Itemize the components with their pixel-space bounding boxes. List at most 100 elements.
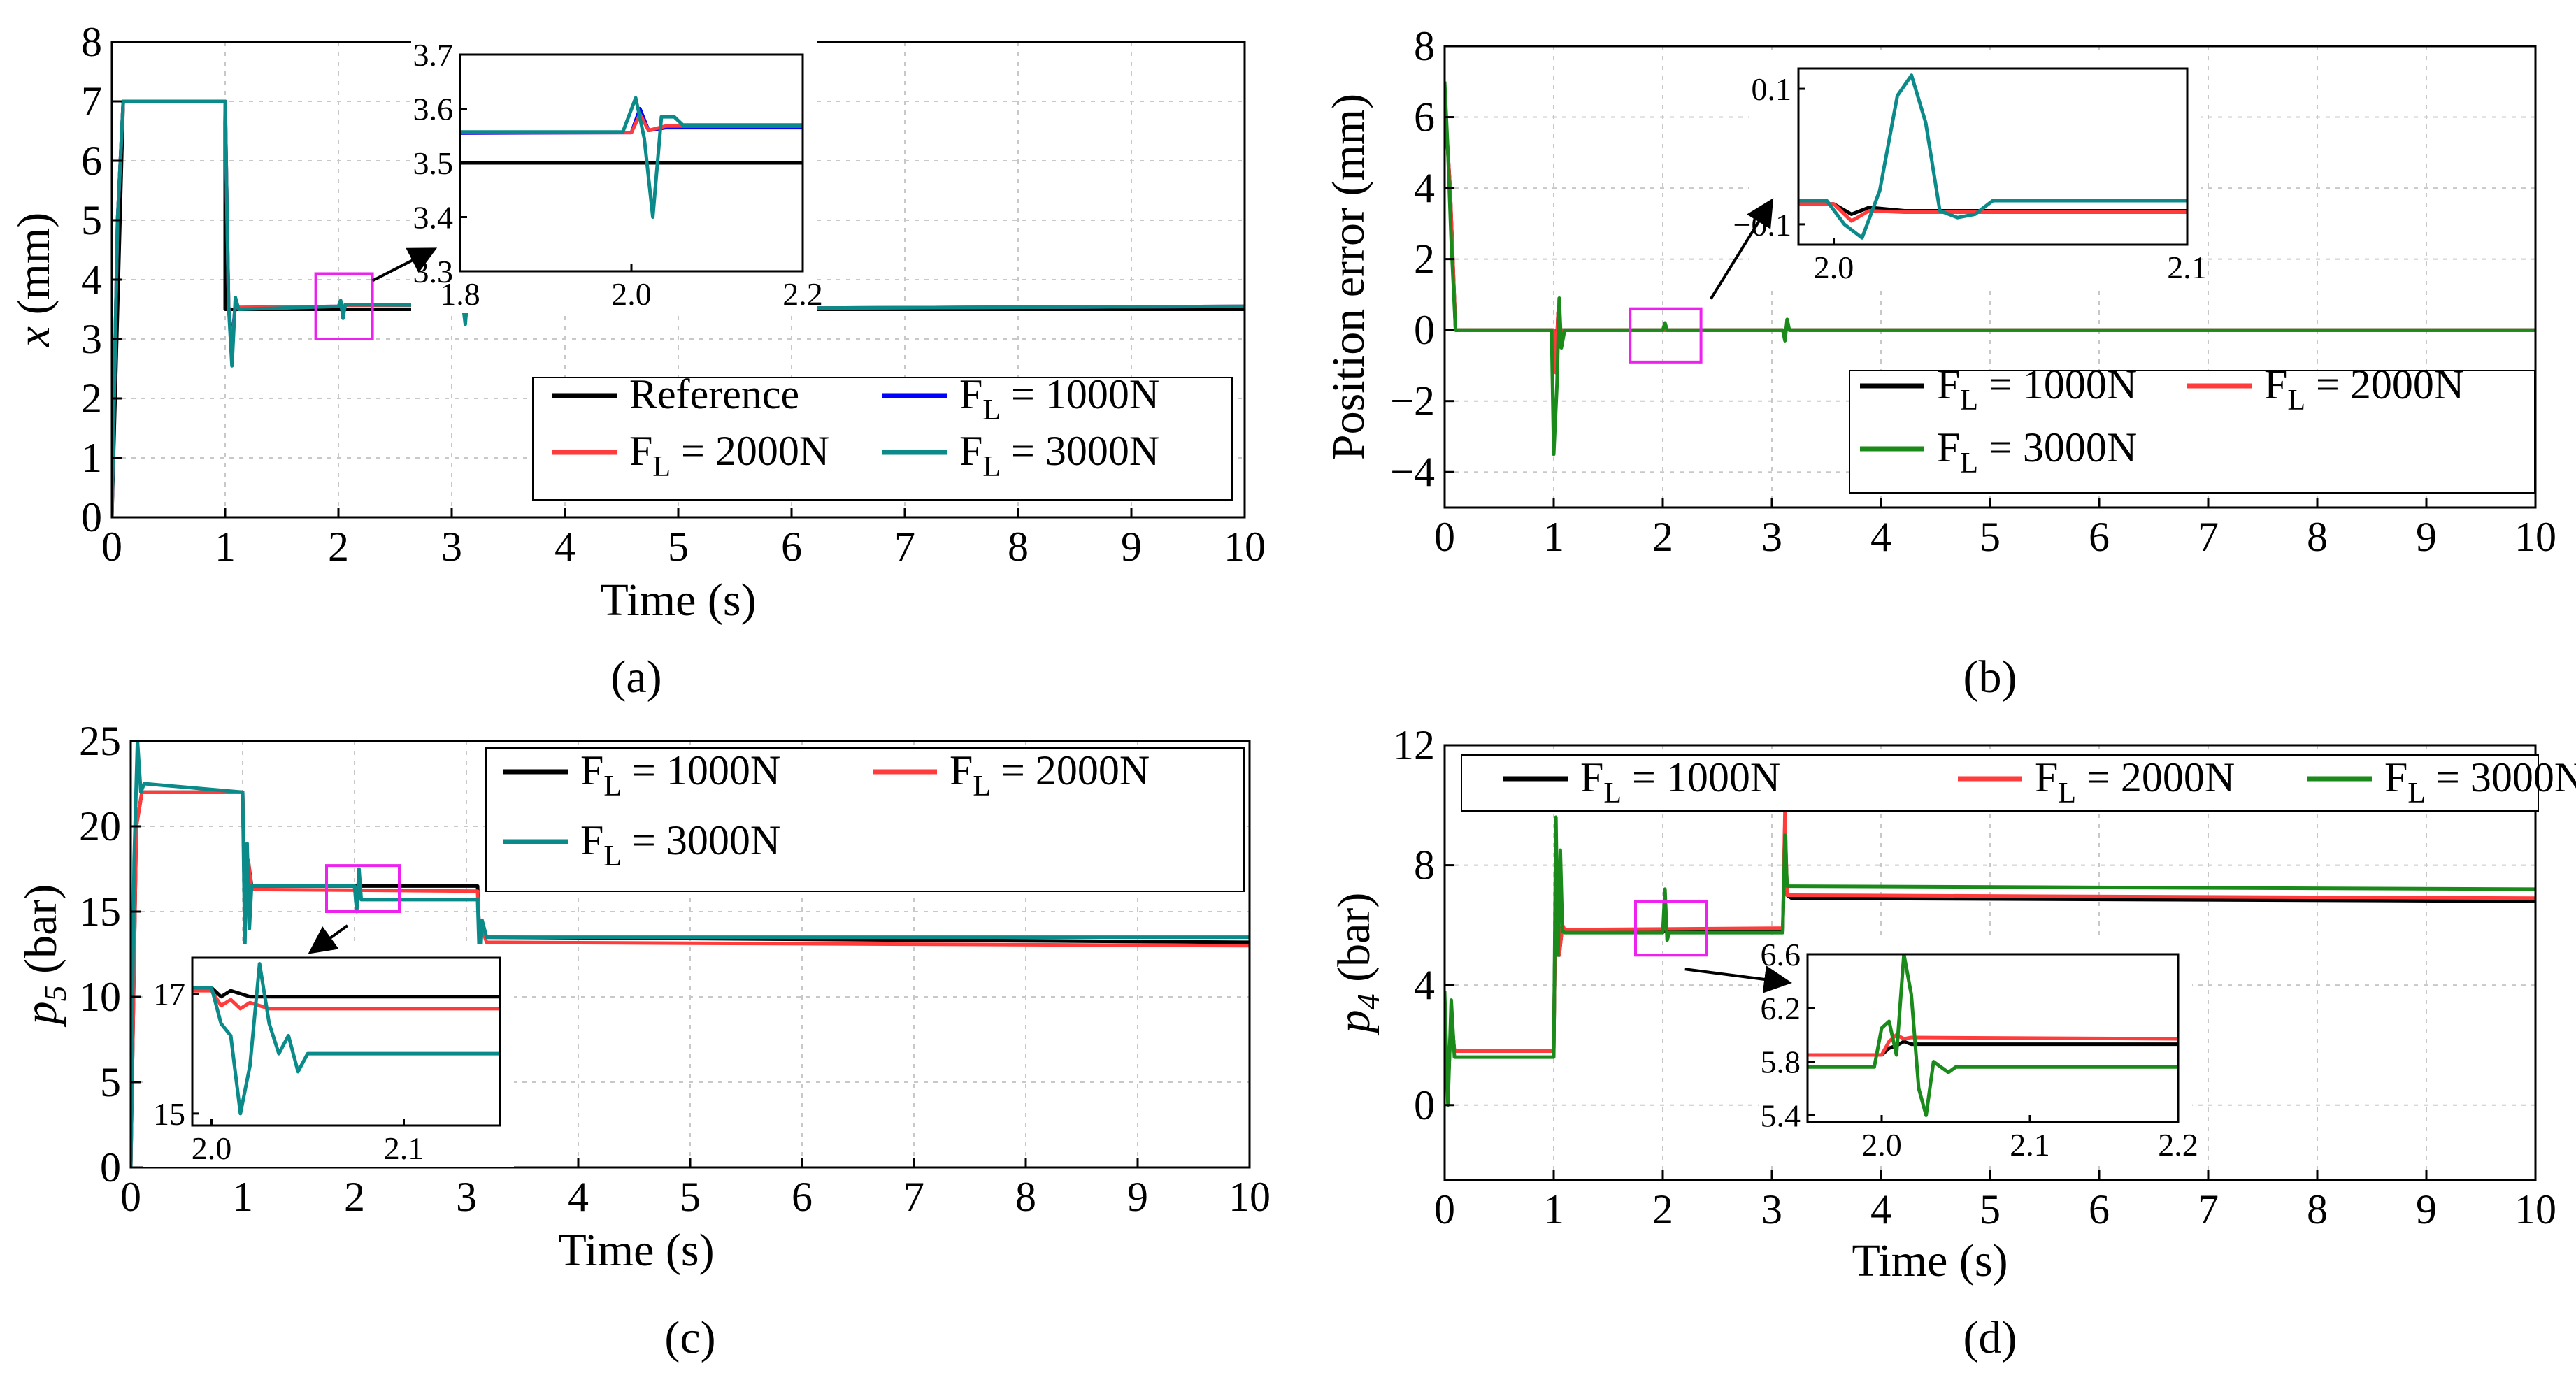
legend-label: FL = 3000N bbox=[959, 428, 1159, 483]
inset-x-tick-label: 1.8 bbox=[440, 276, 480, 312]
x-tick-label: 6 bbox=[781, 524, 802, 570]
inset-background bbox=[143, 944, 514, 1167]
x-tick-label: 9 bbox=[2416, 514, 2437, 560]
y-axis-label: x (mm) bbox=[8, 213, 59, 347]
y-tick-label: 5 bbox=[81, 197, 102, 243]
legend: FL = 1000N FL = 2000N FL = 3000N bbox=[1849, 361, 2535, 494]
zoom-arrow bbox=[308, 924, 349, 954]
y-tick-label: 0 bbox=[1414, 307, 1435, 353]
legend: FL = 1000N FL = 2000N FL = 3000N bbox=[1461, 754, 2576, 812]
inset-frame bbox=[1806, 953, 2180, 1123]
inset-plot: 2.0 2.1 15 17 bbox=[143, 944, 514, 1167]
panel-b: 0 1 2 3 4 5 6 7 8 9 10 −4 −2 0 2 4 6 8 Position error (mm)… bbox=[1323, 23, 2556, 703]
y-tick-label: 6 bbox=[1414, 94, 1435, 141]
legend-label: FL = 2000N bbox=[950, 747, 1150, 803]
legend-label: FL = 1000N bbox=[580, 747, 780, 803]
zoom-arrow bbox=[371, 247, 438, 282]
x-tick-label: 2 bbox=[1652, 514, 1673, 560]
x-tick-label: 0 bbox=[101, 524, 122, 570]
series-group bbox=[1445, 81, 2535, 457]
panel-caption: (a) bbox=[610, 652, 661, 703]
panel-c: 0 1 2 3 4 5 6 7 8 9 10 0 5 10 15 20 25 Time (s) p5 (bar) (c… bbox=[15, 718, 1271, 1363]
y-tick-label: −2 bbox=[1390, 378, 1435, 424]
inset-x-tick-label: 2.0 bbox=[192, 1130, 232, 1166]
inset-y-tick-label: −0.1 bbox=[1733, 207, 1791, 243]
x-tick-label: 7 bbox=[2198, 1186, 2219, 1232]
x-tick-label: 7 bbox=[894, 524, 915, 570]
legend-label: FL = 3000N bbox=[580, 817, 780, 872]
inset-y-tick-label: 3.3 bbox=[413, 254, 454, 289]
inset-y-tick-label: 3.6 bbox=[413, 92, 454, 127]
legend-label: FL = 1000N bbox=[1937, 361, 2137, 417]
x-tick-label: 9 bbox=[2416, 1186, 2437, 1232]
inset-y-tick-label: 5.8 bbox=[1761, 1044, 1801, 1080]
y-tick-label: −4 bbox=[1390, 449, 1435, 495]
x-tick-label: 8 bbox=[1008, 524, 1029, 570]
x-tick-label: 9 bbox=[1127, 1174, 1148, 1220]
x-tick-label: 8 bbox=[1015, 1174, 1036, 1220]
legend-label: FL = 3000N bbox=[1937, 424, 2137, 480]
inset-plot: 1.8 2.0 2.2 3.3 3.4 3.5 3.6 3.7 bbox=[411, 37, 823, 313]
inset-x-tick-label: 2.1 bbox=[384, 1130, 424, 1166]
x-axis-label: Time (s) bbox=[1852, 1235, 2008, 1286]
panel-caption: (b) bbox=[1963, 652, 2017, 703]
x-tick-label: 6 bbox=[2089, 514, 2110, 560]
y-tick-label: 15 bbox=[79, 889, 121, 935]
inset-y-tick-label: 6.2 bbox=[1761, 991, 1801, 1026]
panel-a: 0 1 2 3 4 5 6 7 8 9 10 0 1 2 3 4 5 6 7 8 Time (s) x (mm) (a) 1.… bbox=[8, 19, 1266, 703]
legend: FL = 1000N FL = 2000N FL = 3000N bbox=[485, 747, 1245, 892]
inset-series-line bbox=[1798, 73, 2187, 240]
zoom-box bbox=[314, 272, 374, 340]
x-tick-label: 2 bbox=[1652, 1186, 1673, 1232]
inset-x-tick-label: 2.0 bbox=[1814, 250, 1854, 285]
inset-x-tick-label: 2.0 bbox=[611, 276, 652, 312]
series-line bbox=[1445, 81, 2535, 457]
y-tick-label: 12 bbox=[1393, 722, 1435, 768]
x-tick-label: 1 bbox=[1543, 514, 1564, 560]
x-tick-label: 10 bbox=[2514, 1186, 2556, 1232]
x-tick-label: 10 bbox=[1224, 524, 1266, 570]
zoom-box bbox=[1629, 307, 1703, 364]
y-tick-label: 5 bbox=[100, 1059, 121, 1105]
x-tick-label: 3 bbox=[456, 1174, 477, 1220]
x-tick-label: 0 bbox=[1434, 514, 1455, 560]
y-tick-label: 4 bbox=[1414, 165, 1435, 211]
x-tick-label: 10 bbox=[2514, 514, 2556, 560]
inset-series-group bbox=[192, 962, 500, 1116]
panel-caption: (c) bbox=[664, 1312, 715, 1363]
legend-label: FL = 1000N bbox=[959, 371, 1159, 426]
x-tick-label: 0 bbox=[1434, 1186, 1455, 1232]
y-axis-label: Position error (mm) bbox=[1323, 94, 1374, 460]
legend-label: FL = 2000N bbox=[2264, 361, 2464, 417]
inset-background bbox=[1749, 55, 2201, 287]
inset-y-tick-label: 15 bbox=[153, 1096, 185, 1132]
x-tick-label: 2 bbox=[344, 1174, 365, 1220]
x-tick-label: 1 bbox=[232, 1174, 253, 1220]
inset-series-group bbox=[1798, 73, 2187, 240]
x-tick-label: 4 bbox=[568, 1174, 589, 1220]
x-axis-label: Time (s) bbox=[600, 575, 756, 626]
inset-x-tick-label: 2.2 bbox=[782, 276, 823, 312]
y-tick-label: 25 bbox=[79, 718, 121, 764]
x-tick-label: 7 bbox=[2198, 514, 2219, 560]
legend-box bbox=[485, 747, 1245, 892]
x-axis-label: Time (s) bbox=[558, 1225, 714, 1276]
x-tick-label: 5 bbox=[1980, 1186, 2001, 1232]
legend-box bbox=[1849, 370, 2535, 494]
x-tick-label: 8 bbox=[2307, 1186, 2328, 1232]
y-axis-label: p5 (bar) bbox=[15, 884, 73, 1028]
x-tick-label: 3 bbox=[441, 524, 462, 570]
legend-box bbox=[1461, 754, 2539, 812]
inset-x-tick-label: 2.1 bbox=[2167, 250, 2208, 285]
inset-y-tick-label: 17 bbox=[153, 976, 185, 1012]
series-group bbox=[112, 99, 1245, 517]
inset-frame bbox=[191, 956, 501, 1127]
x-tick-label: 6 bbox=[792, 1174, 813, 1220]
inset-y-tick-label: 6.6 bbox=[1761, 937, 1801, 972]
inset-y-tick-label: 5.4 bbox=[1761, 1098, 1801, 1133]
y-tick-label: 10 bbox=[79, 974, 121, 1020]
inset-x-tick-label: 2.1 bbox=[2010, 1127, 2050, 1163]
y-tick-label: 7 bbox=[81, 78, 102, 124]
y-tick-label: 4 bbox=[1414, 962, 1435, 1008]
y-tick-label: 2 bbox=[1414, 236, 1435, 282]
